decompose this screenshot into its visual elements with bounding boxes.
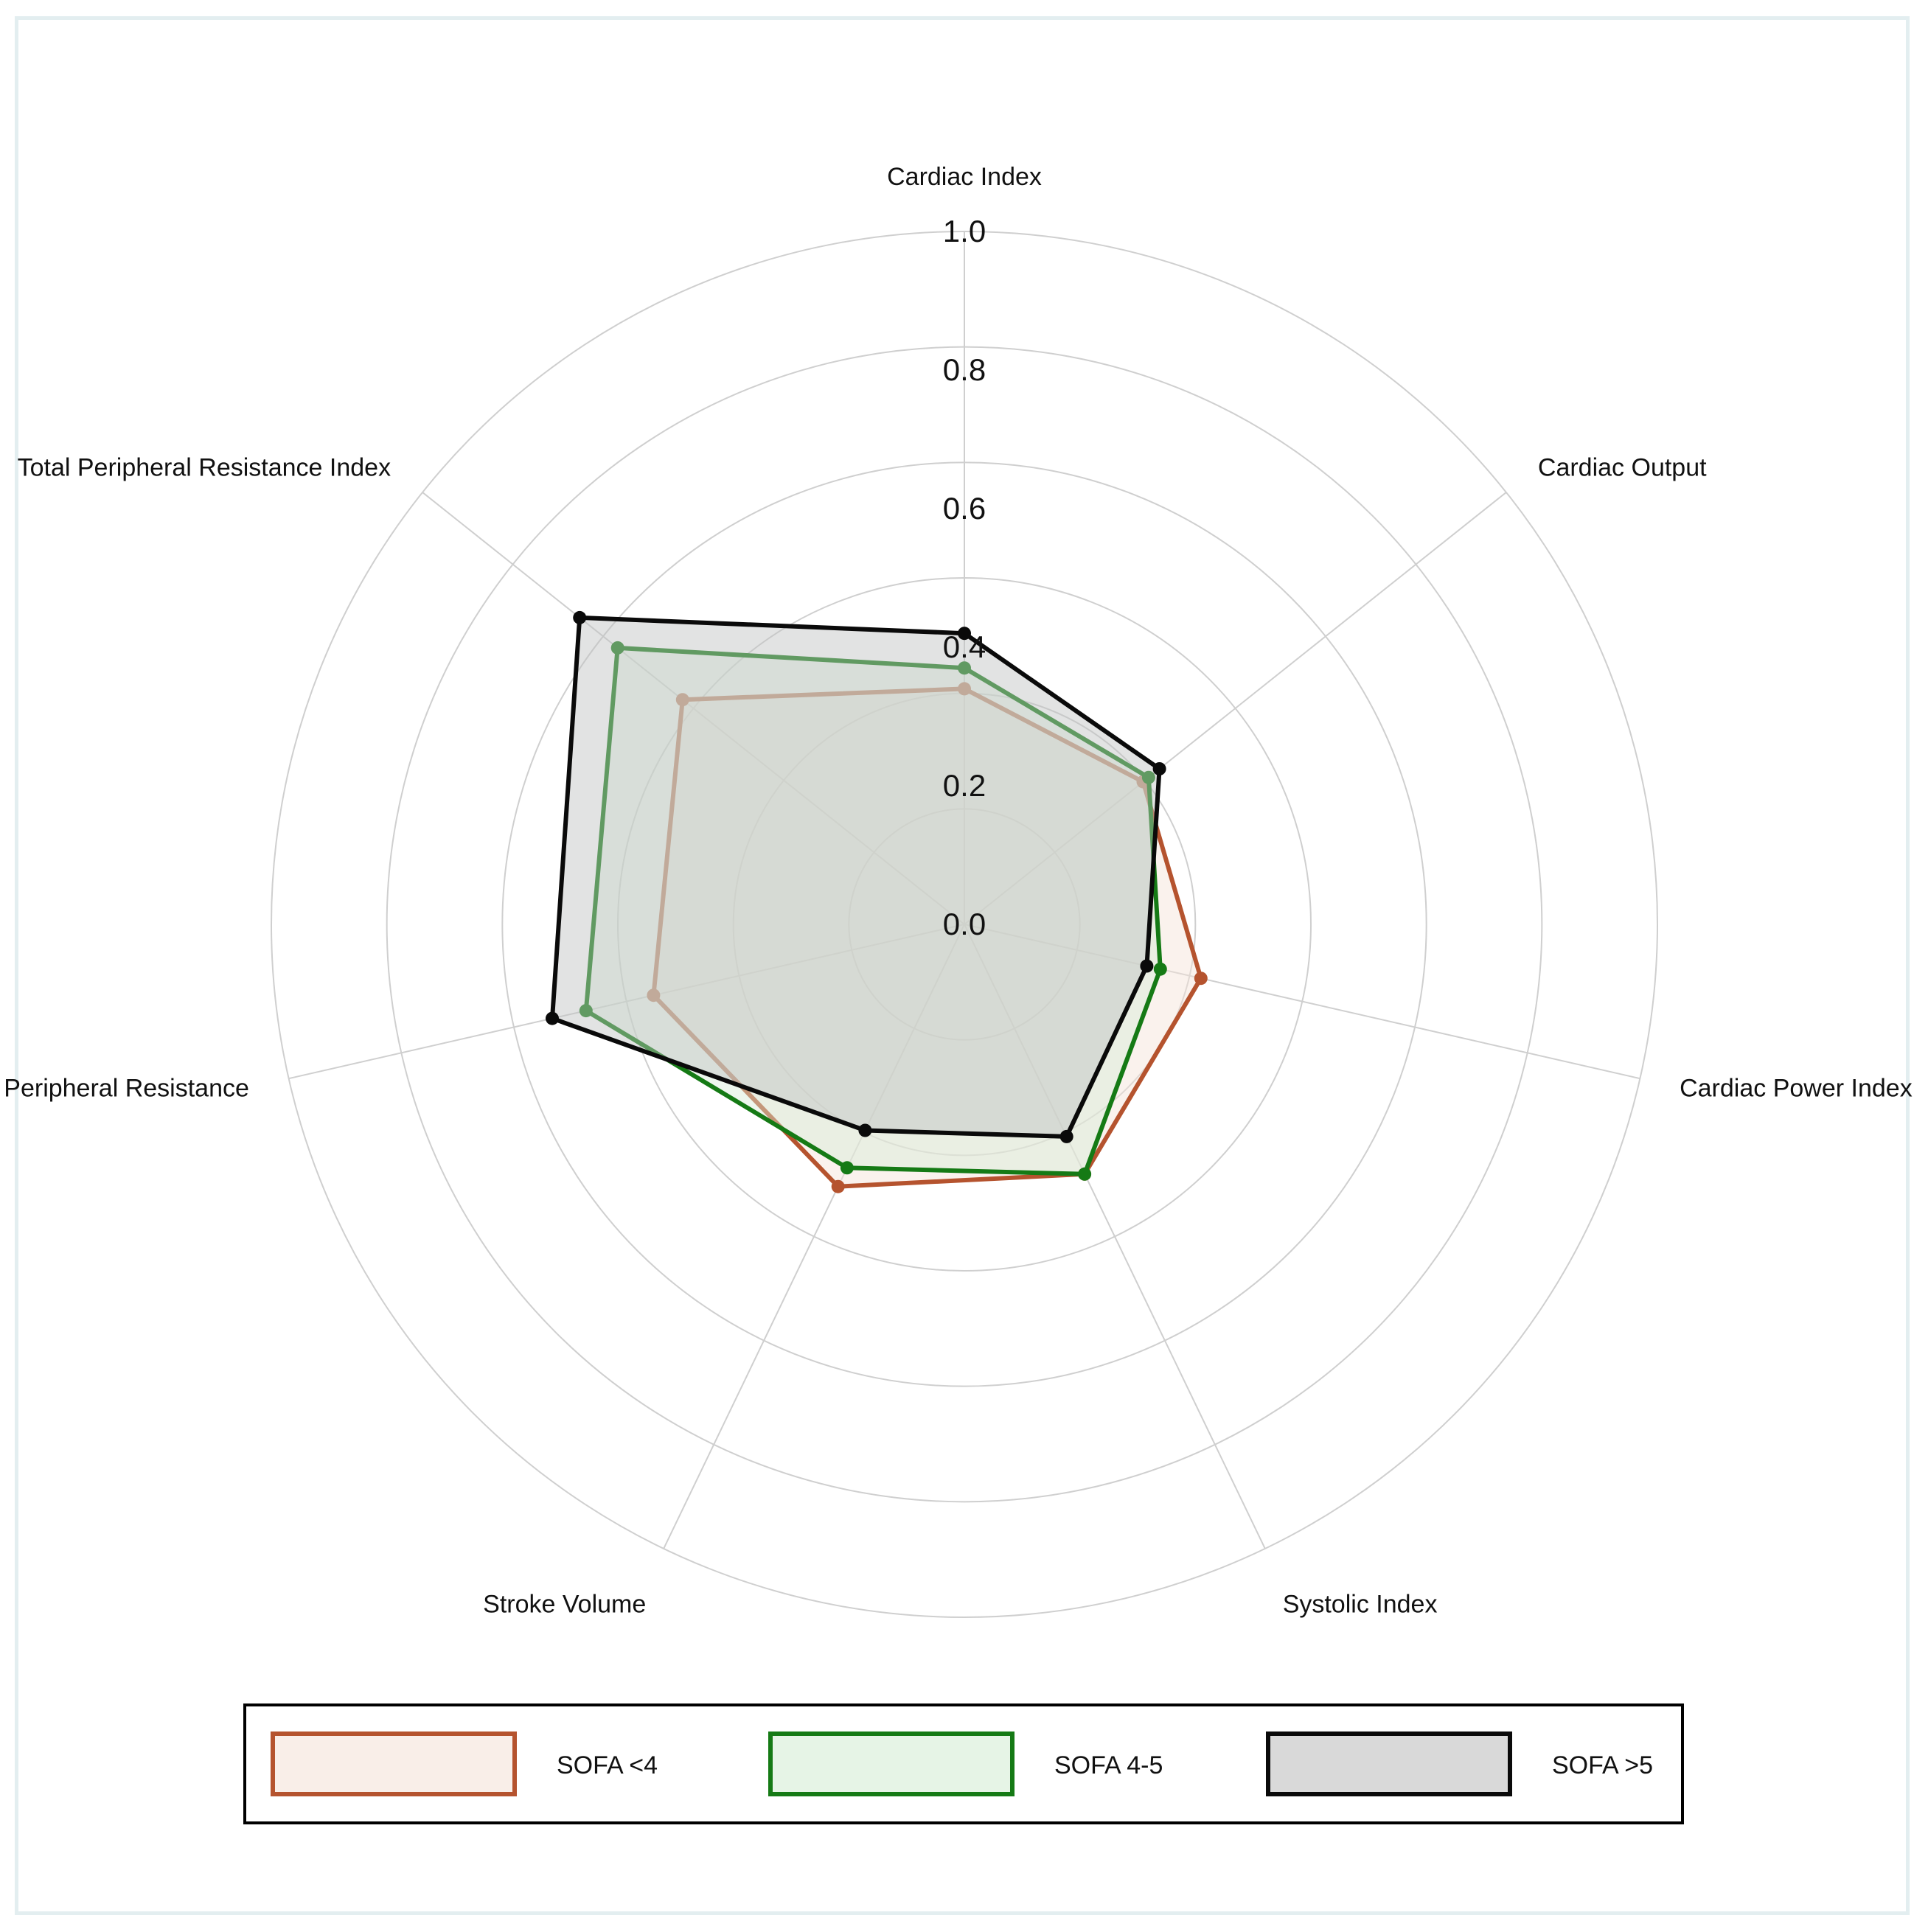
radial-tick-label: 0.2 <box>943 768 986 803</box>
data-point <box>840 1161 854 1175</box>
radial-tick-label: 1.0 <box>943 214 986 248</box>
axis-labels: Cardiac Index Cardiac Output Cardiac Power… <box>0 163 1913 1619</box>
radial-tick-label: 0.6 <box>943 491 986 526</box>
data-point <box>1059 1129 1073 1143</box>
axis-spoke <box>964 492 1507 925</box>
data-point <box>858 1123 872 1137</box>
data-point <box>573 610 587 624</box>
data-point <box>610 641 624 655</box>
radial-tick-label: 0.8 <box>943 352 986 387</box>
axis-spoke <box>663 924 965 1549</box>
axis-label: Total Peripheral Resistance Index <box>18 454 391 482</box>
radial-tick-labels: 0.0 0.2 0.4 0.6 0.8 1.0 <box>943 214 986 941</box>
legend-swatch <box>1266 1732 1512 1796</box>
data-point <box>1078 1167 1092 1181</box>
data-point <box>1194 972 1208 986</box>
legend-swatch <box>271 1732 517 1796</box>
data-point <box>1141 770 1155 784</box>
data-point <box>1153 962 1167 976</box>
series-polygon <box>550 615 1162 1139</box>
axis-spoke <box>964 924 1640 1080</box>
data-point <box>546 1011 559 1025</box>
axis-label: Cardiac Output <box>1538 454 1707 482</box>
axis-spoke <box>964 924 1266 1549</box>
radar-grid <box>271 231 1658 1618</box>
data-point <box>958 682 971 696</box>
axis-label: Systolic Index <box>1283 1591 1438 1619</box>
axis-spoke <box>422 492 965 925</box>
data-point <box>958 661 971 675</box>
axis-spoke <box>288 924 965 1080</box>
legend-label: SOFA >5 <box>1552 1751 1653 1779</box>
data-point <box>675 693 689 707</box>
legend-label: SOFA <4 <box>557 1751 658 1779</box>
figure-frame <box>15 16 1910 1915</box>
data-point <box>579 1004 593 1018</box>
axis-label: Total Peripheral Resistance <box>0 1074 249 1102</box>
axis-label: Stroke Volume <box>483 1591 646 1619</box>
radial-tick-label: 0.0 <box>943 907 986 941</box>
data-point <box>1140 959 1154 973</box>
legend-label: SOFA 4-5 <box>1054 1751 1163 1779</box>
data-point <box>958 627 971 641</box>
data-point <box>1152 762 1166 775</box>
data-point <box>831 1179 845 1193</box>
data-point <box>647 988 661 1002</box>
legend-swatch <box>768 1732 1015 1796</box>
series-polygon <box>583 645 1163 1176</box>
axis-label: Cardiac Power Index <box>1680 1074 1913 1102</box>
axis-label: Cardiac Index <box>887 163 1042 191</box>
radar-series <box>546 610 1208 1193</box>
legend: SOFA <4 SOFA 4-5 SOFA >5 <box>243 1703 1684 1824</box>
radial-tick-label: 0.4 <box>943 630 986 664</box>
